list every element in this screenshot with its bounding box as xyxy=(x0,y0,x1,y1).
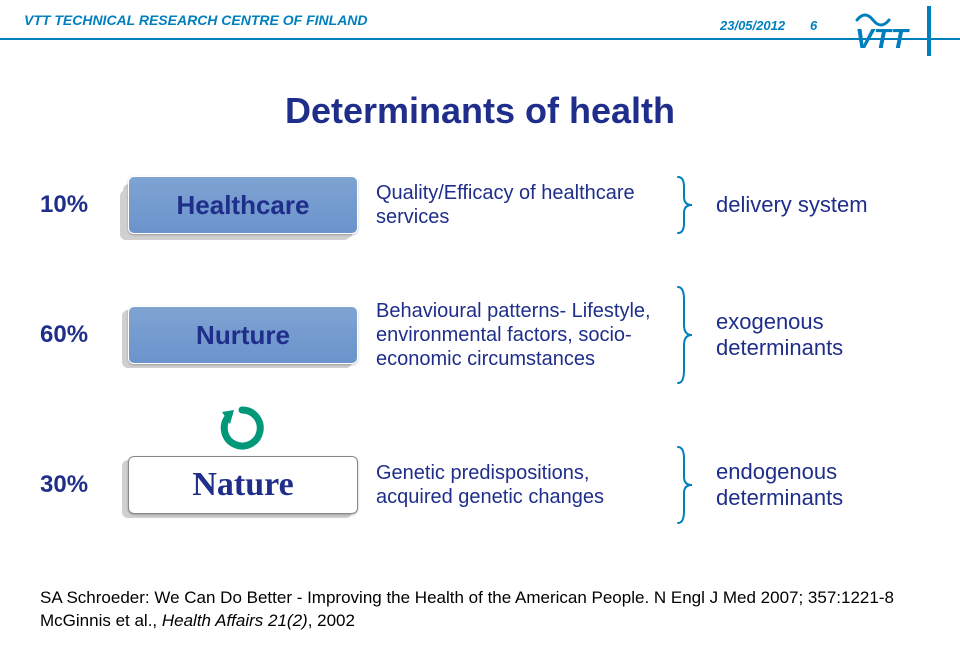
cycle-icon xyxy=(218,404,266,452)
row-nature: 30% Nature Genetic predispositions, acqu… xyxy=(40,430,940,540)
row-nurture: 60% Nurture Behavioural patterns- Lifest… xyxy=(40,280,940,390)
vtt-logo: VTT xyxy=(855,6,950,56)
pct-healthcare: 10% xyxy=(40,191,110,219)
chip-healthcare: Healthcare xyxy=(128,176,358,234)
citation-line-2-suffix: , 2002 xyxy=(308,611,355,630)
svg-text:VTT: VTT xyxy=(855,23,911,54)
desc-nurture: Behavioural patterns- Lifestyle, environ… xyxy=(376,299,656,371)
org-name: VTT TECHNICAL RESEARCH CENTRE OF FINLAND xyxy=(24,12,368,28)
desc-nature: Genetic predispositions, acquired geneti… xyxy=(376,461,656,509)
citation-line-2-prefix: McGinnis et al., xyxy=(40,611,162,630)
pct-nurture: 60% xyxy=(40,321,110,349)
citation-italic: Health Affairs 21(2) xyxy=(162,611,308,630)
page-title: Determinants of health xyxy=(0,90,960,132)
brace-nurture xyxy=(674,285,698,385)
chip-stack-nature: Nature xyxy=(128,456,358,514)
chip-stack-healthcare: Healthcare xyxy=(128,176,358,234)
citation-line-1: SA Schroeder: We Can Do Better - Improvi… xyxy=(40,588,894,607)
outcome-nurture: exogenous determinants xyxy=(716,309,896,362)
row-healthcare: 10% Healthcare Quality/Efficacy of healt… xyxy=(40,165,940,245)
desc-healthcare: Quality/Efficacy of healthcare services xyxy=(376,181,656,229)
outcome-healthcare: delivery system xyxy=(716,192,896,218)
citation: SA Schroeder: We Can Do Better - Improvi… xyxy=(40,587,920,633)
outcome-nature: endogenous determinants xyxy=(716,459,896,512)
header-rule xyxy=(0,38,960,40)
pct-nature: 30% xyxy=(40,471,110,499)
brace-nature xyxy=(674,445,698,525)
chip-stack-nurture: Nurture xyxy=(128,306,358,364)
brace-healthcare xyxy=(674,175,698,235)
chip-nurture: Nurture xyxy=(128,306,358,364)
header-date: 23/05/2012 xyxy=(720,18,785,33)
chip-nature: Nature xyxy=(128,456,358,514)
header-page: 6 xyxy=(810,18,817,33)
